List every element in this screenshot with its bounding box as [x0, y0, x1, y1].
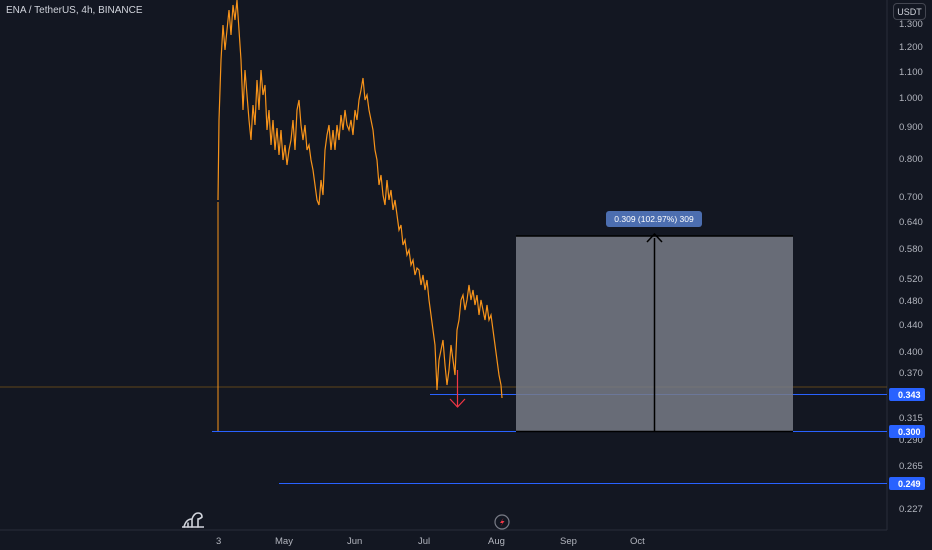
price-tick: 1.100: [899, 67, 923, 78]
price-badge-0249: [889, 477, 925, 490]
price-tick: 0.400: [899, 347, 923, 358]
price-tick: 0.265: [899, 461, 923, 472]
price-tick: 0.800: [899, 154, 923, 165]
price-tick: 0.900: [899, 122, 923, 133]
price-tick: 0.700: [899, 192, 923, 203]
price-badge-label: 0.300: [898, 427, 921, 437]
time-label: May: [275, 536, 293, 547]
price-series-line: [217, 0, 503, 399]
price-badge-label: 0.343: [898, 390, 921, 400]
time-label: 3: [216, 536, 221, 547]
price-tick: 0.370: [899, 368, 923, 379]
price-tick: 1.300: [899, 19, 923, 30]
price-tick: 0.640: [899, 217, 923, 228]
price-tick: 0.440: [899, 320, 923, 331]
time-label: Jun: [347, 536, 362, 547]
symbol-title: ENA / TetherUS, 4h, BINANCE: [6, 5, 143, 16]
time-label: Aug: [488, 536, 505, 547]
price-badge-label: 0.249: [898, 479, 921, 489]
price-tick: 0.580: [899, 244, 923, 255]
time-label: Jul: [418, 536, 430, 547]
price-tick: 0.227: [899, 504, 923, 515]
price-tick: 0.290: [899, 435, 923, 446]
currency-button[interactable]: USDT: [893, 3, 926, 20]
price-tick: 0.520: [899, 274, 923, 285]
price-tick: 0.315: [899, 413, 923, 424]
measure-label: 0.309 (102.97%) 309: [614, 214, 694, 224]
measure-arrow-head-icon: [646, 232, 663, 243]
measure-label-box: [606, 211, 702, 227]
price-badge-0343: [889, 388, 925, 401]
down-arrow-head-icon: [449, 398, 466, 408]
price-tick: 1.000: [899, 93, 923, 104]
price-tick: 0.480: [899, 296, 923, 307]
price-tick: 1.200: [899, 42, 923, 53]
time-label: Sep: [560, 536, 577, 547]
tradingview-dino-icon[interactable]: [182, 512, 204, 528]
lightning-icon[interactable]: [494, 514, 510, 530]
price-badge-0300: [889, 425, 925, 438]
time-label: Oct: [630, 536, 645, 547]
